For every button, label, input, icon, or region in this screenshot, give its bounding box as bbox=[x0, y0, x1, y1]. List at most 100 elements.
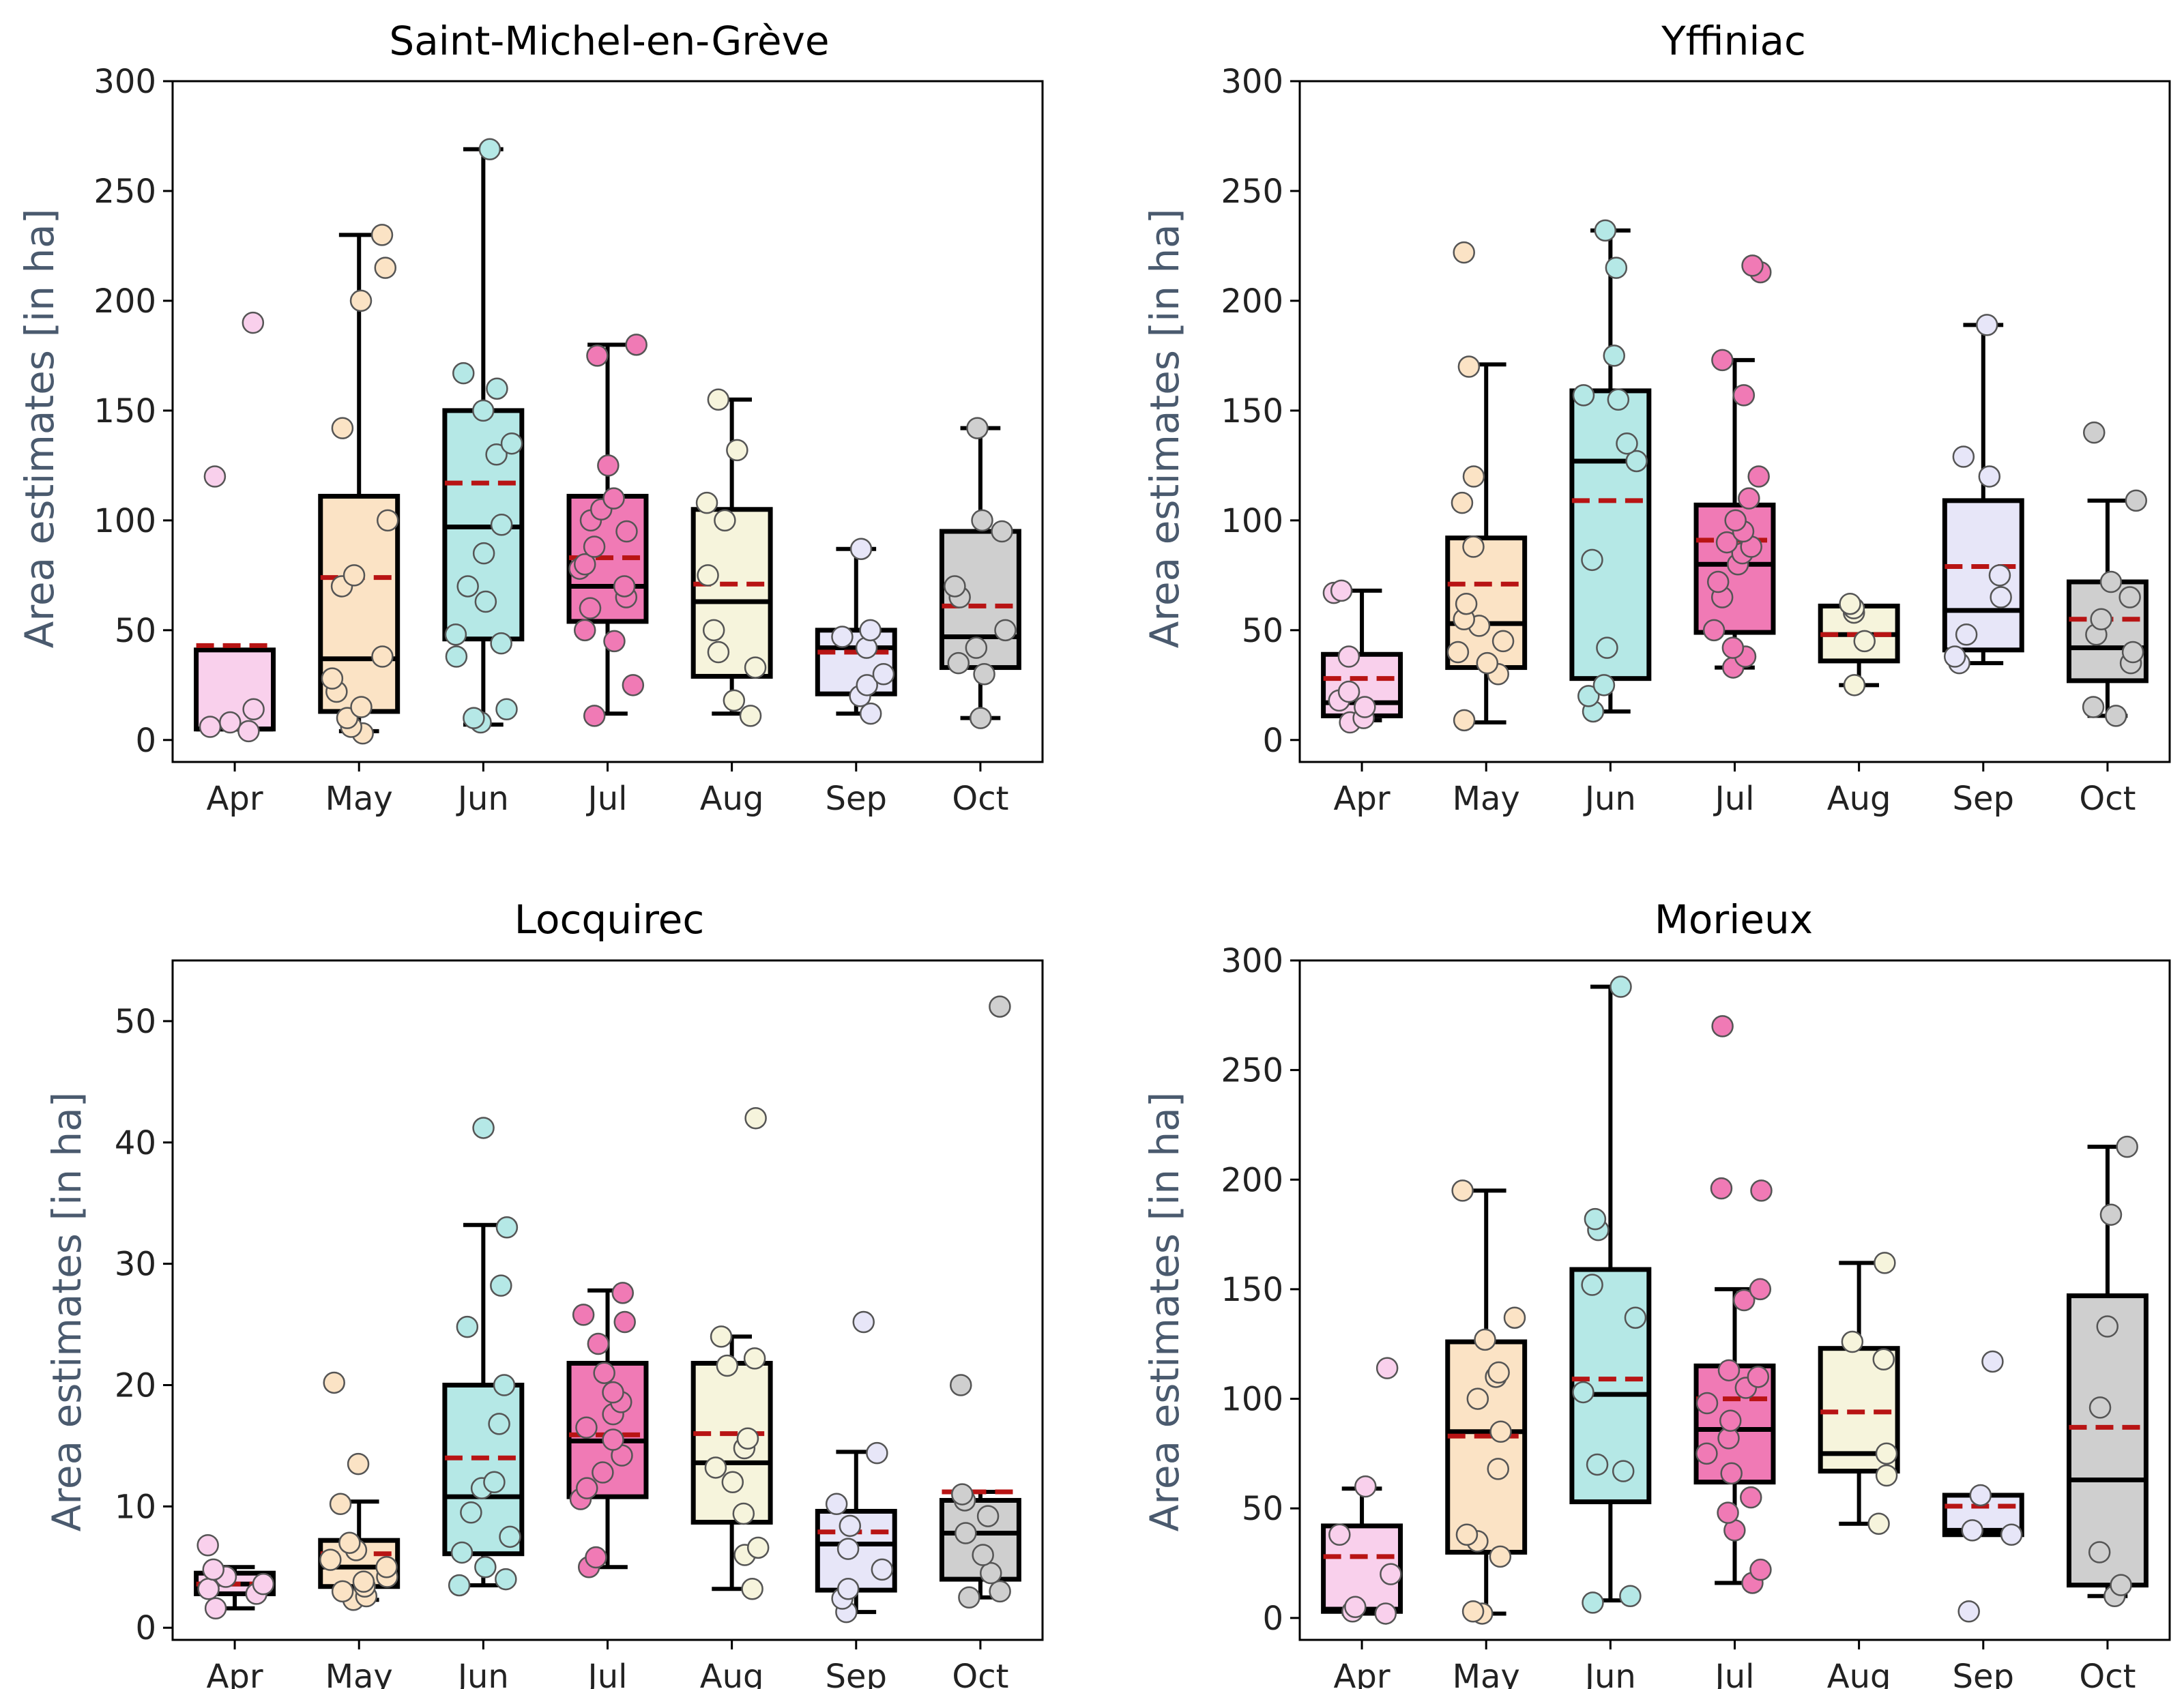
data-point bbox=[602, 487, 625, 510]
data-point bbox=[723, 689, 746, 712]
data-point bbox=[349, 289, 373, 312]
data-point bbox=[2125, 489, 2148, 512]
data-point bbox=[947, 651, 970, 675]
data-point bbox=[495, 1568, 517, 1591]
x-tick-label-oct: Oct bbox=[952, 780, 1008, 818]
data-point bbox=[448, 1574, 471, 1597]
y-tick-label: 30 bbox=[115, 1246, 156, 1284]
data-point bbox=[716, 1354, 739, 1377]
data-point bbox=[1957, 1600, 1980, 1623]
data-point bbox=[1586, 1453, 1609, 1476]
data-point bbox=[1603, 344, 1625, 367]
data-point bbox=[331, 1580, 354, 1603]
x-tick-label-jun: Jun bbox=[1583, 780, 1636, 818]
data-point bbox=[1462, 465, 1485, 488]
y-axis-label: Area estimates [in ha] bbox=[1141, 209, 1188, 649]
y-tick-label: 20 bbox=[115, 1367, 156, 1405]
y-tick-label: 50 bbox=[1242, 612, 1283, 650]
data-point bbox=[613, 575, 636, 598]
data-point bbox=[602, 1381, 624, 1404]
data-point bbox=[237, 720, 260, 743]
data-point bbox=[204, 1597, 227, 1620]
y-axis-label: Area estimates [in ha] bbox=[16, 209, 63, 649]
data-point bbox=[702, 619, 725, 642]
x-tick-label-may: May bbox=[1453, 1658, 1520, 1689]
data-point bbox=[1572, 384, 1595, 407]
data-point bbox=[1715, 531, 1738, 554]
y-tick-label: 200 bbox=[93, 282, 156, 321]
y-tick-label: 40 bbox=[115, 1124, 156, 1162]
data-point bbox=[973, 662, 995, 686]
data-point bbox=[490, 632, 512, 655]
data-point bbox=[613, 1310, 636, 1334]
x-tick-label-apr: Apr bbox=[207, 780, 263, 818]
data-point bbox=[1841, 1330, 1864, 1353]
data-point bbox=[374, 256, 397, 279]
data-point bbox=[1741, 254, 1764, 277]
data-point bbox=[485, 443, 508, 466]
axes-frame bbox=[171, 80, 1044, 763]
data-point bbox=[1610, 975, 1632, 998]
data-point bbox=[1720, 1462, 1743, 1485]
axes-frame bbox=[1298, 80, 2171, 763]
data-point bbox=[1721, 636, 1745, 659]
data-point bbox=[1619, 1585, 1642, 1607]
y-tick-label: 0 bbox=[135, 722, 156, 760]
data-point bbox=[1487, 1458, 1509, 1480]
box-aug bbox=[690, 1360, 773, 1525]
data-point bbox=[825, 1493, 848, 1516]
data-point bbox=[585, 1546, 607, 1569]
axes-frame bbox=[1298, 959, 2171, 1641]
y-tick-label: 150 bbox=[93, 392, 156, 430]
y-axis-label: Area estimates [in ha] bbox=[1141, 1092, 1188, 1532]
data-point bbox=[615, 520, 638, 543]
x-tick-label-apr: Apr bbox=[1334, 780, 1391, 818]
x-tick-label-sep: Sep bbox=[826, 1658, 887, 1689]
y-tick-label: 50 bbox=[1242, 1490, 1283, 1528]
data-point bbox=[371, 645, 394, 668]
data-point bbox=[573, 553, 596, 576]
data-point bbox=[1943, 645, 1966, 668]
data-point bbox=[866, 1441, 888, 1465]
data-point bbox=[338, 1531, 361, 1554]
data-point bbox=[1577, 685, 1600, 707]
data-point bbox=[1453, 709, 1476, 732]
data-point bbox=[1749, 1558, 1772, 1581]
data-point bbox=[1380, 1563, 1402, 1585]
y-tick-label: 50 bbox=[115, 612, 156, 650]
y-tick-label: 10 bbox=[115, 1488, 156, 1526]
data-point bbox=[1710, 1177, 1733, 1200]
data-point bbox=[969, 707, 992, 729]
x-tick-label-may: May bbox=[1453, 780, 1520, 818]
x-tick-label-jun: Jun bbox=[456, 780, 509, 818]
data-point bbox=[980, 1561, 1002, 1585]
x-tick-label-may: May bbox=[325, 780, 393, 818]
x-tick-label-sep: Sep bbox=[1953, 780, 2014, 818]
y-tick-label: 200 bbox=[1221, 1161, 1283, 1199]
data-point bbox=[872, 662, 895, 686]
data-point bbox=[1732, 384, 1756, 407]
x-tick-label-jul: Jul bbox=[586, 1658, 628, 1689]
data-point bbox=[483, 1471, 506, 1494]
data-point bbox=[329, 1493, 352, 1516]
data-point bbox=[1624, 1306, 1647, 1329]
data-point bbox=[472, 399, 495, 422]
data-point bbox=[203, 465, 227, 488]
data-point bbox=[1702, 619, 1726, 642]
data-point bbox=[1461, 1600, 1485, 1623]
y-tick-label: 0 bbox=[135, 1609, 156, 1647]
data-point bbox=[741, 1578, 763, 1600]
data-point bbox=[859, 619, 882, 642]
data-point bbox=[1592, 674, 1616, 696]
data-point bbox=[849, 538, 873, 560]
y-tick-label: 50 bbox=[115, 1003, 156, 1041]
data-point bbox=[1717, 1501, 1739, 1524]
data-point bbox=[1874, 1252, 1896, 1274]
y-tick-label: 150 bbox=[1221, 392, 1283, 430]
data-point bbox=[321, 667, 344, 690]
data-point bbox=[350, 696, 373, 718]
data-point bbox=[697, 564, 719, 587]
data-point bbox=[1337, 680, 1360, 703]
x-tick-label-aug: Aug bbox=[700, 1658, 764, 1689]
data-point bbox=[2082, 421, 2106, 444]
